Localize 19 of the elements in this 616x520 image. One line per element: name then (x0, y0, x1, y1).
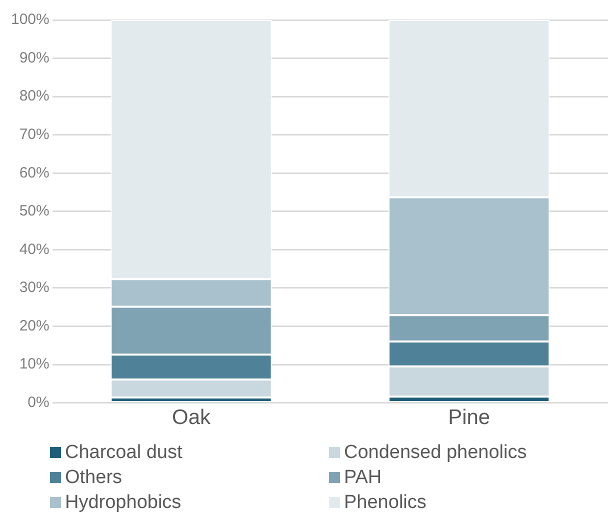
legend-label: Condensed phenolics (344, 441, 527, 465)
legend-label: Charcoal dust (65, 441, 182, 465)
y-tick-label: 0% (28, 394, 50, 411)
y-tick-label: 90% (19, 49, 50, 66)
legend-label: Others (65, 466, 122, 490)
legend-label: Phenolics (344, 491, 426, 515)
y-tick-label: 80% (19, 88, 50, 105)
y-tick-label: 10% (19, 356, 50, 373)
y-tick-label: 20% (19, 317, 50, 334)
y-tick-label: 40% (19, 240, 50, 258)
y-tick-label: 30% (19, 279, 50, 296)
x-tick-label: Oak (172, 406, 212, 430)
y-tick-label: 50% (19, 202, 50, 220)
y-tick-label: 60% (19, 164, 50, 182)
y-tick-label: 100% (10, 11, 50, 28)
y-tick-label: 70% (19, 126, 50, 143)
legend-label: Hydrophobics (65, 491, 182, 515)
legend-label: PAH (344, 466, 382, 490)
x-tick-label: Pine (448, 406, 490, 430)
